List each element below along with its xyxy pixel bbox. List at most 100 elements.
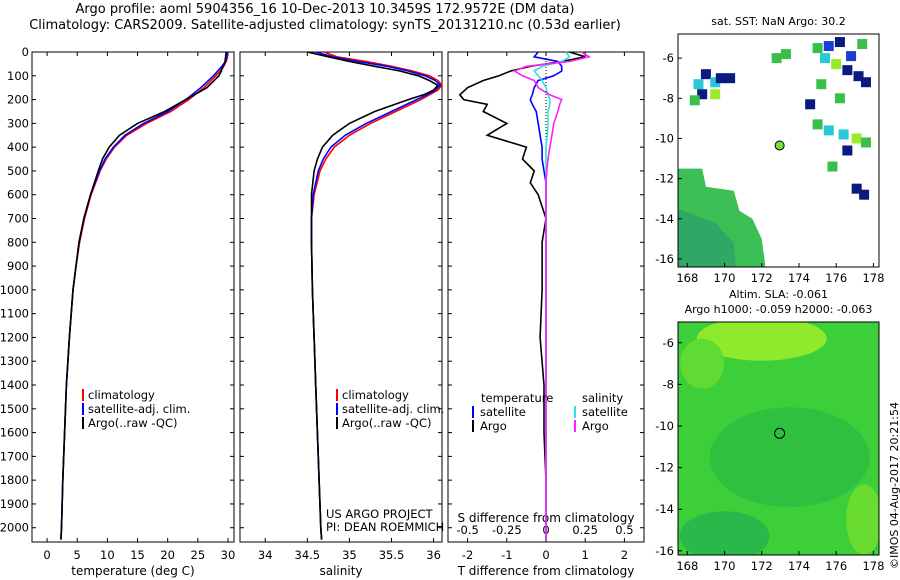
legend-title-temperature: temperature xyxy=(481,391,553,405)
y-tick-label: -16 xyxy=(655,544,674,558)
sst-pixel xyxy=(827,161,838,172)
sla-region xyxy=(680,338,725,389)
sla-low-region xyxy=(679,511,770,555)
map-title: sat. SST: NaN Argo: 30.2 xyxy=(711,15,845,28)
y-tick-label: 800 xyxy=(7,235,29,249)
x-tick-label: -2 xyxy=(462,548,473,562)
x-tick-label: 172 xyxy=(751,559,773,573)
y-tick-label: 1400 xyxy=(0,378,29,392)
series-line-climatology xyxy=(310,51,444,540)
sst-pixel xyxy=(842,65,853,76)
panel-frame xyxy=(31,51,235,543)
y-tick-label: 1500 xyxy=(0,402,29,416)
profile-panel-1: 0100200300400500600700800900100011001200… xyxy=(0,45,235,578)
legend-swatch xyxy=(574,406,576,418)
copyright-watermark: ©IMOS 04-Aug-2017 20:21:54 xyxy=(888,402,900,569)
y-tick-label: -12 xyxy=(655,172,674,186)
sst-pixel xyxy=(700,69,711,80)
sst-pixel xyxy=(834,93,845,104)
panel-frame xyxy=(239,51,443,543)
legend-label: satellite xyxy=(480,405,526,419)
top-x-tick-label: 0.25 xyxy=(572,523,598,537)
sst-pixel xyxy=(820,53,831,64)
y-tick-label: 2000 xyxy=(0,521,29,535)
y-tick-label: 1300 xyxy=(0,354,29,368)
x-tick-label: 168 xyxy=(676,559,698,573)
legend-label: satellite-adj. clim. xyxy=(88,402,190,416)
y-tick-label: 200 xyxy=(7,93,29,107)
top-x-tick-label: -0.5 xyxy=(456,523,478,537)
y-tick-label: 1700 xyxy=(0,449,29,463)
x-tick-label: 0 xyxy=(542,548,549,562)
x-tick-label: 0 xyxy=(43,548,50,562)
project-annotation: US ARGO PROJECT xyxy=(326,507,434,521)
chart-title-line2: Climatology: CARS2009. Satellite-adjuste… xyxy=(29,18,621,33)
top-x-tick-label: -0.25 xyxy=(492,523,522,537)
sst-pixel xyxy=(846,51,857,62)
y-tick-label: -6 xyxy=(663,336,674,350)
y-tick-label: 1900 xyxy=(0,497,29,511)
sst-pixel xyxy=(834,37,845,48)
profile-panel-3: -2 -1 0 1 2 T difference from climatology -0.5… xyxy=(447,51,645,578)
legend-swatch xyxy=(82,403,84,415)
float-position-marker xyxy=(774,427,786,439)
map-subtitle: Argo h1000: -0.059 h2000: -0.063 xyxy=(685,303,873,316)
pi-annotation: PI: DEAN ROEMMICH xyxy=(326,520,444,534)
legend-swatch xyxy=(336,389,338,401)
chart-title-line1: Argo profile: aoml 5904356_16 10-Dec-201… xyxy=(75,2,575,17)
legend-label: Argo(..raw -QC) xyxy=(342,416,432,430)
legend-label: climatology xyxy=(88,388,155,402)
sst-pixel xyxy=(710,77,721,88)
x-tick-label: 178 xyxy=(862,271,884,285)
sst-pixel xyxy=(851,183,862,194)
sst-pixel xyxy=(812,119,823,130)
sst-pixel xyxy=(860,137,871,148)
sst-coverage-region xyxy=(678,208,736,267)
x-tick-label: 15 xyxy=(130,548,145,562)
x-tick-label: 176 xyxy=(825,559,847,573)
y-tick-label: -16 xyxy=(655,252,674,266)
x-tick-label: 30 xyxy=(221,548,236,562)
sst-pixel xyxy=(816,79,827,90)
sla-high-region xyxy=(696,322,827,361)
sst-pixel xyxy=(697,89,708,100)
y-tick-label: 300 xyxy=(7,116,29,130)
y-tick-label: -14 xyxy=(655,502,674,516)
sst-pixel xyxy=(842,145,853,156)
map-field xyxy=(678,322,879,555)
series-line-argo-raw-qc- xyxy=(60,51,227,540)
series-line-t-argo xyxy=(458,51,586,540)
sst-pixel xyxy=(710,89,721,100)
y-tick-label: -12 xyxy=(655,461,674,475)
sst-pixel xyxy=(805,99,816,110)
legend-swatch xyxy=(472,420,474,432)
y-tick-label: -14 xyxy=(655,212,674,226)
x-tick-label: 172 xyxy=(751,271,773,285)
legend-title-salinity: salinity xyxy=(582,391,623,405)
float-position-marker xyxy=(774,140,785,151)
x-tick-label: 35 xyxy=(342,548,357,562)
x-tick-label: 168 xyxy=(676,271,698,285)
sst-pixel xyxy=(823,41,834,52)
map-field xyxy=(678,37,871,267)
sla-region xyxy=(846,484,879,555)
x-tick-label: 178 xyxy=(862,559,884,573)
y-tick-label: -10 xyxy=(655,131,674,145)
x-tick-label: 5 xyxy=(74,548,81,562)
legend-label: Argo xyxy=(480,419,507,433)
y-tick-label: 400 xyxy=(7,140,29,154)
y-tick-label: 0 xyxy=(22,45,29,59)
x-tick-label: 1 xyxy=(582,548,589,562)
x-tick-label: 25 xyxy=(191,548,206,562)
y-tick-label: 1200 xyxy=(0,330,29,344)
y-tick-label: 900 xyxy=(7,259,29,273)
sst-pixel xyxy=(725,73,736,84)
x-axis-label: T difference from climatology xyxy=(457,564,635,578)
map-title: Altim. SLA: -0.061 xyxy=(729,288,828,301)
legend-label: Argo xyxy=(582,419,609,433)
x-axis-label: salinity xyxy=(319,564,362,578)
sst-pixel xyxy=(838,129,849,140)
legend-label: climatology xyxy=(342,388,409,402)
series-line-climatology xyxy=(60,51,229,540)
